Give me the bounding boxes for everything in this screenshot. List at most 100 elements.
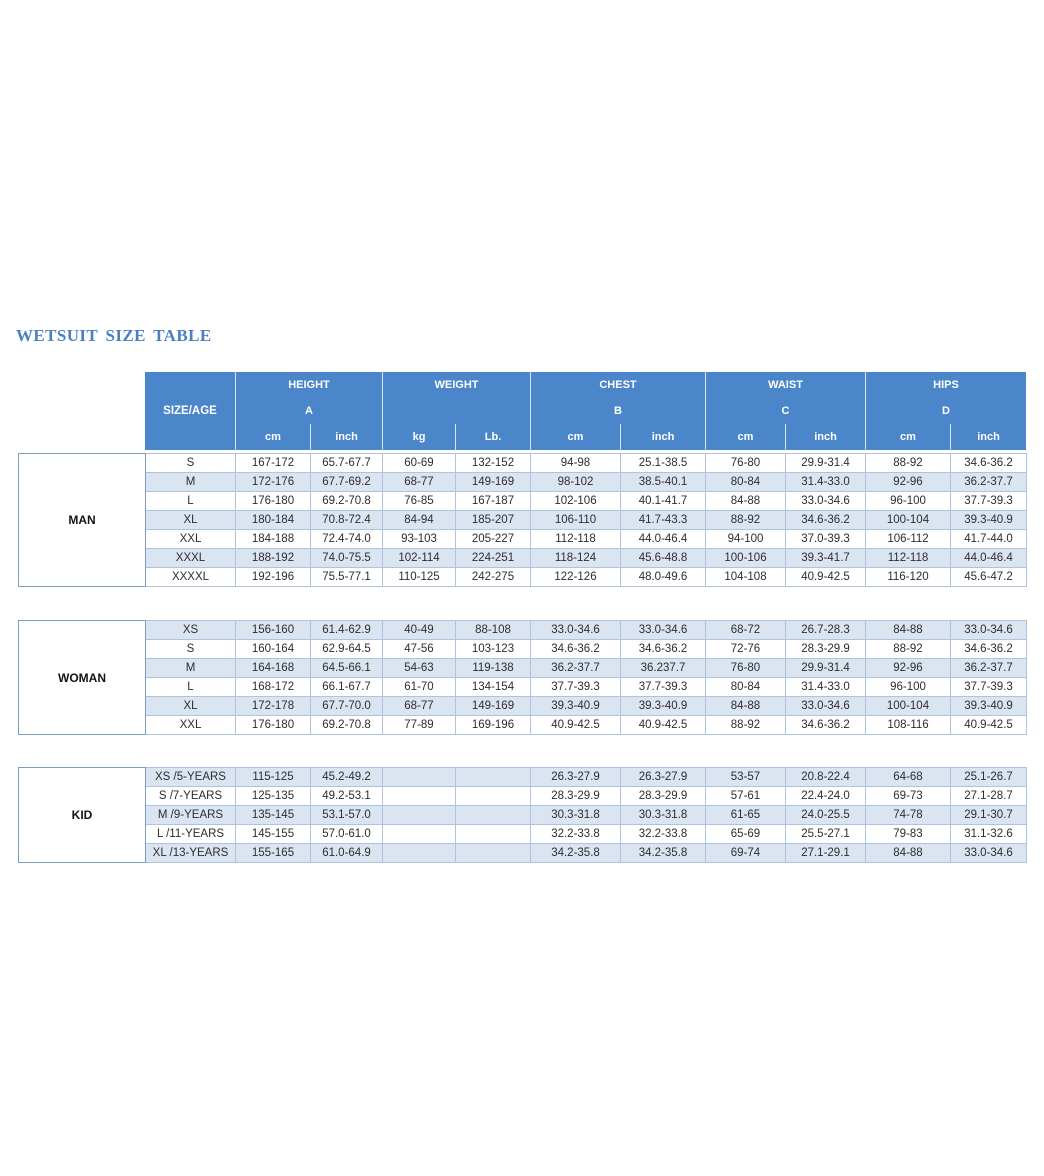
data-cell: 68-77 [382,472,456,492]
data-cell: 72.4-74.0 [310,529,383,549]
data-cell: 155-165 [235,843,311,863]
data-cell: 20.8-22.4 [785,767,866,787]
data-cell: 36.2-37.7 [950,658,1027,678]
header-unit-waist-right: inch [785,424,865,450]
size-cell: M /9-YEARS [145,805,236,825]
data-cell: 65.7-67.7 [310,453,383,473]
table-row: L 176-180 69.2-70.8 76-85 167-187 102-106 40.1… [19,491,1027,511]
data-cell: 34.2-35.8 [530,843,621,863]
table-row: L /11-YEARS 145-155 57.0-61.0 32.2-33.8 32.2… [19,824,1027,844]
data-cell: 169-196 [455,715,531,735]
data-cell: 116-120 [865,567,951,587]
data-cell: 26.3-27.9 [620,767,706,787]
data-cell: 41.7-43.3 [620,510,706,530]
data-cell [455,805,531,825]
page-title: WETSUIT SIZE TABLE [16,326,212,345]
data-cell: 39.3-41.7 [785,548,866,568]
data-cell: 40.1-41.7 [620,491,706,511]
table-row: XL 180-184 70.8-72.4 84-94 185-207 106-110 41.… [19,510,1027,530]
data-cell: 33.0-34.6 [950,620,1027,640]
header-unit-chest-left: cm [530,424,620,450]
data-cell: 172-178 [235,696,311,716]
data-cell: 36.2-37.7 [950,472,1027,492]
header-group-waist: WAIST [705,372,865,398]
data-cell: 88-92 [705,715,786,735]
data-cell: 184-188 [235,529,311,549]
data-cell: 68-77 [382,696,456,716]
data-cell: 34.6-36.2 [950,639,1027,659]
data-cell: 88-108 [455,620,531,640]
size-cell: XL [145,510,236,530]
data-cell: 40.9-42.5 [950,715,1027,735]
data-cell: 84-88 [705,491,786,511]
data-cell: 118-124 [530,548,621,568]
header-unit-hips-left: cm [865,424,950,450]
data-cell: 31.4-33.0 [785,677,866,697]
data-cell: 28.3-29.9 [620,786,706,806]
data-cell: 33.0-34.6 [785,696,866,716]
header-letter-hips: D [865,398,1026,424]
data-cell: 38.5-40.1 [620,472,706,492]
data-cell: 62.9-64.5 [310,639,383,659]
data-cell: 108-116 [865,715,951,735]
data-cell: 64-68 [865,767,951,787]
data-cell: 40.9-42.5 [785,567,866,587]
data-cell: 69-74 [705,843,786,863]
data-cell: 29.9-31.4 [785,453,866,473]
data-cell: 106-112 [865,529,951,549]
table-row: XXXXL 192-196 75.5-77.1 110-125 242-275 122-1… [19,567,1027,587]
data-cell: 76-85 [382,491,456,511]
header-letter-height: A [235,398,382,424]
data-cell: 45.2-49.2 [310,767,383,787]
data-cell: 149-169 [455,472,531,492]
header-unit-weight-right: Lb. [455,424,530,450]
data-cell: 34.6-36.2 [785,510,866,530]
header-unit-weight-left: kg [382,424,455,450]
data-cell: 69.2-70.8 [310,491,383,511]
data-cell: 205-227 [455,529,531,549]
data-cell: 26.7-28.3 [785,620,866,640]
data-cell: 104-108 [705,567,786,587]
data-cell: 27.1-28.7 [950,786,1027,806]
data-cell: 49.2-53.1 [310,786,383,806]
data-cell: 28.3-29.9 [785,639,866,659]
data-cell: 22.4-24.0 [785,786,866,806]
data-cell: 96-100 [865,677,951,697]
size-cell: XS [145,620,236,640]
data-cell: 167-187 [455,491,531,511]
data-cell: 36.2-37.7 [530,658,621,678]
table-row: M /9-YEARS 135-145 53.1-57.0 30.3-31.8 30.3-… [19,805,1027,825]
header-letter-waist: C [705,398,865,424]
size-cell: XS /5-YEARS [145,767,236,787]
data-cell: 30.3-31.8 [530,805,621,825]
section-table-man: MAN S 167-172 65.7-67.7 60-69 132-152 94-98 25.… [18,453,1027,587]
data-cell: 37.0-39.3 [785,529,866,549]
table-row: M 172-176 67.7-69.2 68-77 149-169 98-102 38.5-… [19,472,1027,492]
data-cell: 145-155 [235,824,311,844]
data-cell: 88-92 [705,510,786,530]
data-cell: 134-154 [455,677,531,697]
data-cell: 53-57 [705,767,786,787]
data-cell [455,786,531,806]
size-cell: S [145,639,236,659]
data-cell: 72-76 [705,639,786,659]
data-cell: 36.237.7 [620,658,706,678]
data-cell: 103-123 [455,639,531,659]
data-cell [382,805,456,825]
data-cell: 84-88 [865,843,951,863]
data-cell: 68-72 [705,620,786,640]
data-cell: 67.7-70.0 [310,696,383,716]
data-cell: 106-110 [530,510,621,530]
header-group-height: HEIGHT [235,372,382,398]
data-cell [455,767,531,787]
header-group-chest: CHEST [530,372,705,398]
data-cell: 92-96 [865,472,951,492]
data-cell: 57-61 [705,786,786,806]
data-cell: 25.5-27.1 [785,824,866,844]
table-row: XXL 184-188 72.4-74.0 93-103 205-227 112-118 4… [19,529,1027,549]
data-cell: 102-114 [382,548,456,568]
data-cell: 25.1-38.5 [620,453,706,473]
data-cell: 180-184 [235,510,311,530]
